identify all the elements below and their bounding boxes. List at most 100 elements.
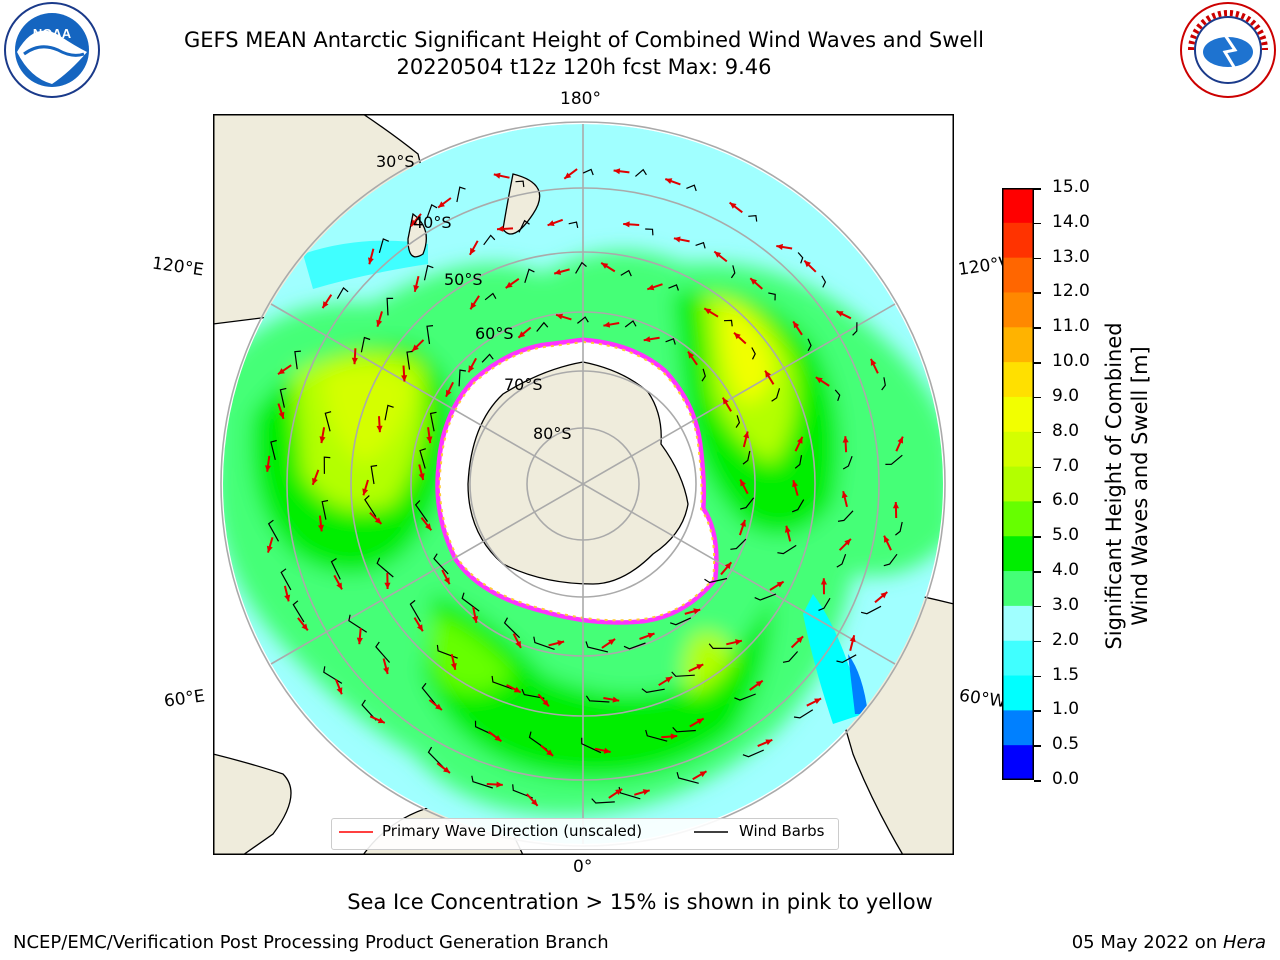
wave-arrow-head <box>722 397 729 405</box>
wind-barb <box>618 786 641 800</box>
wave-arrow-head <box>384 582 391 589</box>
wind-barb <box>734 693 756 701</box>
wave-arrow-head <box>531 799 538 806</box>
wind-barb <box>409 599 422 622</box>
footer-producer: NCEP/EMC/Verification Post Processing Pr… <box>13 932 609 953</box>
wind-barb <box>515 180 525 188</box>
wind-barb <box>481 353 494 363</box>
nws-logo <box>1180 2 1276 98</box>
wind-barb <box>668 284 679 291</box>
wave-arrow-head <box>849 635 856 643</box>
wave-arrow-head <box>312 477 318 485</box>
colorbar-segment <box>1002 710 1034 746</box>
wave-arrow-head <box>564 172 572 179</box>
wind-barb <box>883 553 898 567</box>
wind-barb <box>324 411 332 432</box>
wind-barb <box>701 368 706 382</box>
wind-barb <box>279 387 287 408</box>
wind-barb <box>577 316 589 324</box>
wind-barb <box>484 292 497 301</box>
wave-arrow-head <box>438 201 445 208</box>
wind-barb <box>384 404 394 421</box>
wind-barbs-legend-label: Wind Barbs <box>739 822 825 840</box>
wind-barb <box>834 389 841 401</box>
wind-barb <box>771 388 781 402</box>
wave-arrow-head <box>446 389 452 397</box>
wave-arrow-head <box>497 225 504 232</box>
wind-barb <box>852 322 858 336</box>
wind-barb <box>881 377 886 391</box>
wave-arrow-head <box>515 640 521 648</box>
wind-barb <box>793 709 814 719</box>
colorbar-tick-label: 1.5 <box>1052 664 1080 685</box>
wind-barb <box>518 219 530 233</box>
colorbar-tick-mark <box>1034 188 1041 190</box>
wind-barb <box>797 252 804 264</box>
colorbar-segment <box>1002 466 1034 502</box>
colorbar-segment <box>1002 431 1034 468</box>
wave-arrow-head <box>797 436 803 444</box>
wave-arrow-head <box>704 308 712 315</box>
colorbar-tick-mark <box>1034 466 1041 469</box>
wind-barb <box>695 241 706 249</box>
wave-arrow-head <box>278 368 285 375</box>
wave-arrow-head <box>608 639 616 645</box>
wave-arrow-head <box>426 436 433 444</box>
wind-barb <box>837 510 854 522</box>
colorbar-tick-mark <box>1034 571 1041 573</box>
wave-arrow-head <box>356 637 363 645</box>
colorbar <box>1002 188 1034 780</box>
colorbar-tick-mark <box>1034 675 1041 678</box>
wave-arrow-head <box>435 703 442 710</box>
colorbar-tick-mark <box>1034 745 1041 747</box>
wave-arrow-head <box>673 236 681 243</box>
wind-barb <box>754 593 777 601</box>
wave-arrow-head <box>729 202 737 209</box>
wind-barb <box>536 321 549 332</box>
wave-arrow-head <box>750 278 758 285</box>
wave-arrow-head <box>665 676 673 683</box>
wave-arrow-head <box>472 616 479 623</box>
polar-map <box>213 114 954 855</box>
colorbar-tick-label: 0.5 <box>1052 734 1080 755</box>
wind-barb <box>585 641 609 653</box>
wave-arrow-head <box>623 221 630 228</box>
lat-label-50s: 50°S <box>444 270 483 289</box>
wave-arrow-head <box>665 178 673 184</box>
footer-host: Hera <box>1222 932 1266 953</box>
wind-barb <box>280 568 292 591</box>
wind-barb <box>777 544 797 555</box>
wave-arrow-head <box>376 319 383 327</box>
wave-arrow-head <box>470 302 477 310</box>
wave-arrow-head <box>880 592 888 599</box>
wave-arrow-head <box>696 718 704 725</box>
wind-barb <box>426 325 434 344</box>
wind-barb <box>860 605 882 615</box>
wind-barb <box>360 336 371 353</box>
wind-barb <box>533 636 555 650</box>
colorbar-tick-label: 11.0 <box>1052 316 1090 337</box>
colorbar-segment <box>1002 327 1034 363</box>
colorbar-tick-label: 3.0 <box>1052 594 1080 615</box>
wind-barb <box>670 617 692 626</box>
wind-barb <box>723 319 733 327</box>
colorbar-tick-label: 13.0 <box>1052 246 1090 267</box>
wave-arrow-head <box>693 608 701 615</box>
wave-arrow-head <box>815 377 823 384</box>
wind-barb <box>735 415 741 428</box>
wave-arrow-head <box>699 771 707 778</box>
colorbar-tick-label: 7.0 <box>1052 455 1080 476</box>
wave-arrow-head <box>351 357 358 365</box>
colorbar-tick-mark <box>1034 536 1041 538</box>
wind-barb <box>807 338 812 352</box>
wind-barb <box>471 775 493 789</box>
wind-barb <box>730 538 747 550</box>
wave-arrow-head <box>776 581 784 588</box>
colorbar-tick-mark <box>1034 292 1041 294</box>
colorbar-segment <box>1002 396 1034 433</box>
wind-barb <box>671 671 695 677</box>
colorbar-tick-mark <box>1034 710 1041 712</box>
footer-date-text: 05 May 2022 on <box>1071 932 1223 953</box>
colorbar-tick-mark <box>1034 605 1041 608</box>
wave-arrow-head <box>401 375 408 382</box>
